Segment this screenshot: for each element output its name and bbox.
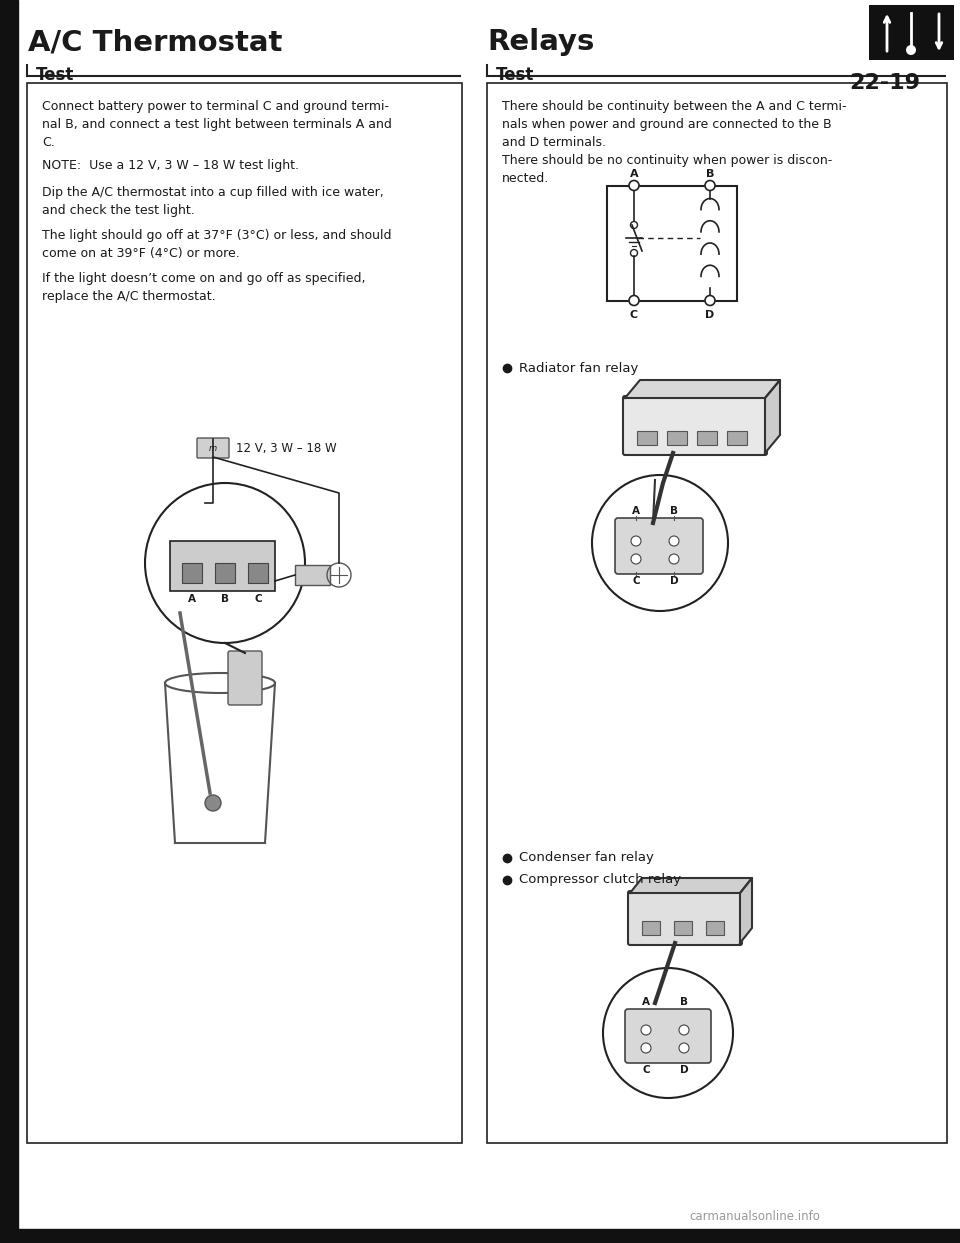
Circle shape bbox=[906, 45, 916, 55]
Text: Compressor clutch relay: Compressor clutch relay bbox=[519, 874, 682, 886]
Polygon shape bbox=[740, 878, 752, 943]
Text: carmanualsonline.info: carmanualsonline.info bbox=[689, 1209, 820, 1223]
Text: Relays: Relays bbox=[487, 29, 594, 56]
Text: Test: Test bbox=[496, 66, 535, 85]
Polygon shape bbox=[765, 380, 780, 452]
Text: A: A bbox=[642, 997, 650, 1007]
Text: Condenser fan relay: Condenser fan relay bbox=[519, 851, 654, 864]
FancyBboxPatch shape bbox=[197, 438, 229, 457]
Bar bbox=[607, 185, 737, 301]
Text: Test: Test bbox=[36, 66, 74, 85]
Bar bbox=[295, 566, 330, 585]
Text: A: A bbox=[188, 594, 196, 604]
Circle shape bbox=[631, 554, 641, 564]
Circle shape bbox=[629, 180, 639, 190]
Bar bbox=[0, 0, 18, 1243]
Text: If the light doesn’t come on and go off as specified,
replace the A/C thermostat: If the light doesn’t come on and go off … bbox=[42, 272, 366, 303]
Bar bbox=[27, 83, 462, 1144]
Bar bbox=[170, 541, 275, 590]
Bar bbox=[727, 431, 747, 445]
Bar bbox=[248, 563, 268, 583]
FancyBboxPatch shape bbox=[623, 397, 767, 455]
Bar bbox=[667, 431, 687, 445]
FancyBboxPatch shape bbox=[625, 1009, 711, 1063]
Bar bbox=[642, 921, 660, 935]
Text: 12 V, 3 W – 18 W: 12 V, 3 W – 18 W bbox=[236, 441, 337, 455]
Bar bbox=[869, 5, 954, 60]
Circle shape bbox=[631, 250, 637, 256]
Bar bbox=[697, 431, 717, 445]
Text: C: C bbox=[642, 1065, 650, 1075]
Polygon shape bbox=[630, 878, 752, 892]
FancyBboxPatch shape bbox=[615, 518, 703, 574]
Circle shape bbox=[205, 796, 221, 810]
Text: B: B bbox=[680, 997, 688, 1007]
Text: C: C bbox=[630, 310, 638, 319]
Text: Radiator fan relay: Radiator fan relay bbox=[519, 362, 638, 374]
Circle shape bbox=[641, 1043, 651, 1053]
Circle shape bbox=[631, 536, 641, 546]
Circle shape bbox=[705, 180, 715, 190]
Bar bbox=[674, 921, 692, 935]
Text: D: D bbox=[680, 1065, 688, 1075]
Text: Connect battery power to terminal C and ground termi-
nal B, and connect a test : Connect battery power to terminal C and … bbox=[42, 99, 392, 149]
Circle shape bbox=[641, 1025, 651, 1035]
Text: 22-19: 22-19 bbox=[849, 73, 920, 93]
Bar bbox=[637, 431, 657, 445]
Polygon shape bbox=[625, 380, 780, 398]
Circle shape bbox=[669, 536, 679, 546]
Circle shape bbox=[631, 221, 637, 229]
Text: A/C Thermostat: A/C Thermostat bbox=[28, 29, 282, 56]
Bar bbox=[182, 563, 202, 583]
Circle shape bbox=[679, 1043, 689, 1053]
Text: C: C bbox=[633, 576, 639, 585]
FancyBboxPatch shape bbox=[228, 651, 262, 705]
FancyBboxPatch shape bbox=[628, 891, 742, 945]
Circle shape bbox=[705, 296, 715, 306]
Text: B: B bbox=[221, 594, 229, 604]
Text: D: D bbox=[706, 310, 714, 319]
Text: B: B bbox=[706, 169, 714, 179]
Text: Dip the A/C thermostat into a cup filled with ice water,
and check the test ligh: Dip the A/C thermostat into a cup filled… bbox=[42, 186, 384, 218]
Bar bbox=[215, 563, 235, 583]
Bar bbox=[0, 1229, 960, 1243]
Circle shape bbox=[629, 296, 639, 306]
Text: B: B bbox=[670, 506, 678, 516]
Text: There should be continuity between the A and C termi-
nals when power and ground: There should be continuity between the A… bbox=[502, 99, 847, 185]
Text: D: D bbox=[670, 576, 679, 585]
Text: A: A bbox=[632, 506, 640, 516]
Text: The light should go off at 37°F (3°C) or less, and should
come on at 39°F (4°C) : The light should go off at 37°F (3°C) or… bbox=[42, 229, 392, 260]
Circle shape bbox=[669, 554, 679, 564]
Circle shape bbox=[679, 1025, 689, 1035]
Text: m: m bbox=[209, 444, 217, 452]
Text: A: A bbox=[630, 169, 638, 179]
Text: C: C bbox=[254, 594, 262, 604]
Bar bbox=[706, 921, 724, 935]
Text: NOTE:  Use a 12 V, 3 W – 18 W test light.: NOTE: Use a 12 V, 3 W – 18 W test light. bbox=[42, 159, 299, 172]
Bar bbox=[487, 83, 947, 1144]
